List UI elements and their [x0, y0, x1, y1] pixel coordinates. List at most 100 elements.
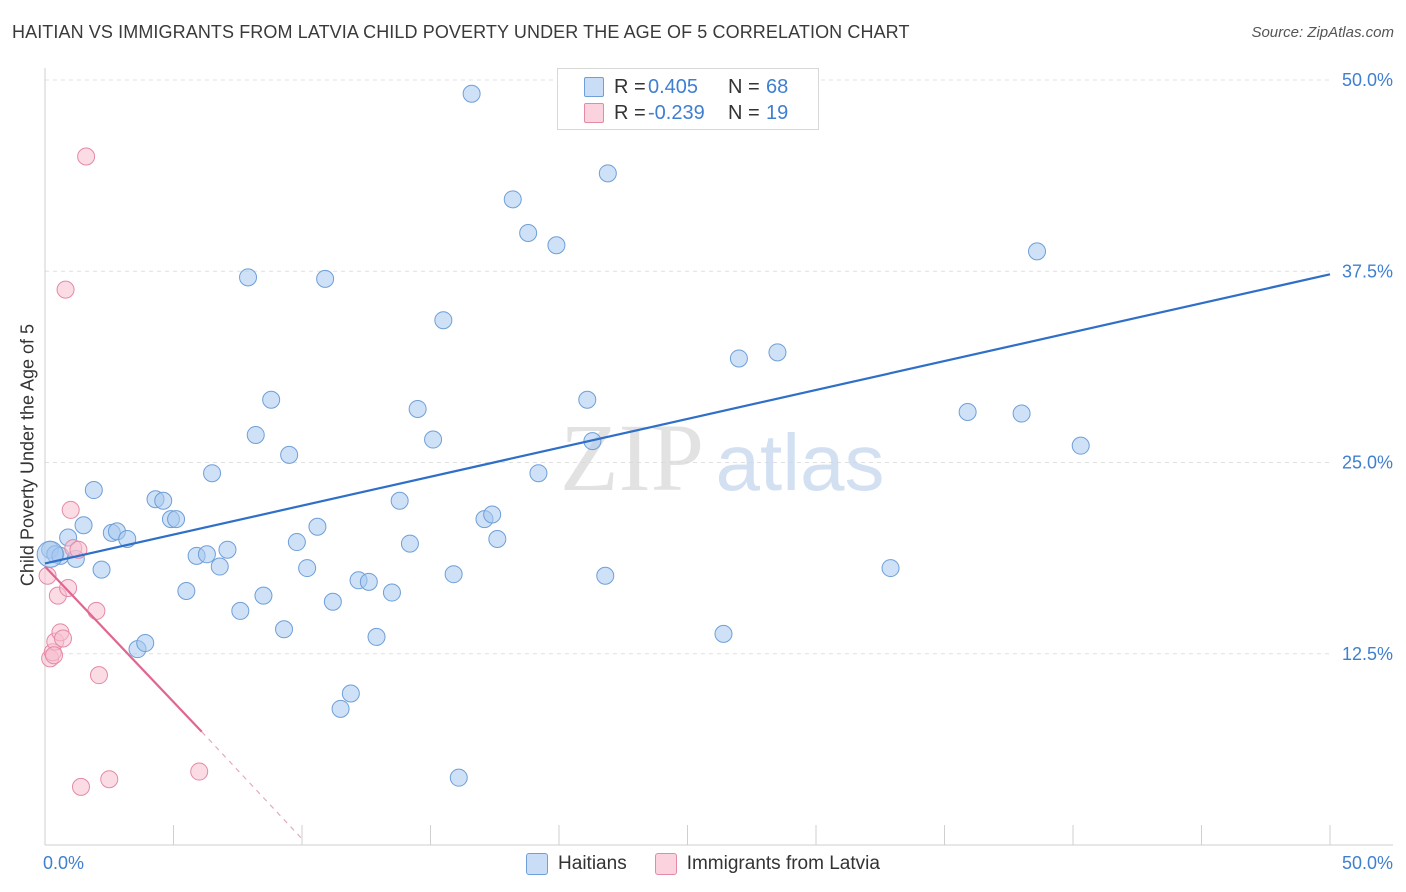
haitians-point [768, 343, 787, 362]
haitians-point [262, 390, 281, 409]
series-legend-haitians: Haitians [526, 853, 627, 875]
haitians-point [1028, 242, 1047, 261]
haitians-point [382, 583, 401, 602]
legend-r-value: 0.405 [648, 75, 699, 98]
y-tick-label: 37.5% [1342, 261, 1393, 281]
haitians-point [231, 601, 250, 620]
haitians-point [1071, 436, 1090, 455]
haitians-point [359, 572, 378, 591]
haitians-point [424, 430, 443, 449]
haitians-point [449, 768, 468, 787]
haitians-point [197, 545, 216, 564]
haitians-point [444, 565, 463, 584]
haitians-point [331, 699, 350, 718]
x-tick-label: 50.0% [1342, 853, 1393, 873]
legend-n-value: 19 [766, 101, 789, 124]
latvia-point [87, 601, 106, 620]
haitians-point [275, 620, 294, 639]
latvia-point [56, 280, 75, 299]
haitians-point [578, 390, 597, 409]
legend-r-label: R = [614, 101, 646, 124]
legend-n-label: N = [728, 75, 760, 98]
legend-swatch-latvia [584, 103, 604, 123]
correlation-legend: R = 0.405 N = 68 R = -0.239 N = 19 [557, 68, 819, 130]
haitians-point [74, 516, 93, 535]
y-tick-label: 12.5% [1342, 644, 1393, 664]
chart-title: HAITIAN VS IMMIGRANTS FROM LATVIA CHILD … [12, 22, 910, 42]
latvia-point [190, 762, 209, 781]
haitians-point [154, 491, 173, 510]
haitians-point [547, 236, 566, 255]
haitians-point [596, 566, 615, 585]
haitians-point [1012, 404, 1031, 423]
haitians-point [210, 557, 229, 576]
legend-row-latvia: R = -0.239 N = 19 [584, 101, 788, 125]
haitians-point [239, 268, 258, 287]
haitians-point [84, 481, 103, 500]
tick-labels: 12.5% 25.0% 37.5% 50.0% 0.0% 50.0% [43, 70, 1393, 873]
haitians-point [136, 634, 155, 653]
haitians-point [729, 349, 748, 368]
haitians-point [881, 559, 900, 578]
series-label-haitians: Haitians [558, 853, 627, 874]
y-tick-label: 50.0% [1342, 70, 1393, 90]
y-axis-label: Child Poverty Under the Age of 5 [17, 323, 38, 587]
haitians-point [958, 403, 977, 422]
latvia-point [100, 770, 119, 789]
legend-r-label: R = [614, 75, 646, 98]
haitians-point [246, 425, 265, 444]
haitians-point [254, 586, 273, 605]
trend-lines [44, 273, 1331, 840]
haitians-point [503, 190, 522, 209]
haitians-point [177, 582, 196, 601]
haitians-point [529, 464, 548, 483]
haitians-point [462, 84, 481, 103]
latvia-point [77, 147, 96, 166]
y-tick-label: 25.0% [1342, 453, 1393, 473]
series-legend: Haitians Immigrants from Latvia [0, 850, 1406, 878]
haitians-point [167, 510, 186, 529]
series-swatch-latvia [654, 853, 677, 875]
haitians-trend-line [44, 273, 1331, 565]
haitians-point [323, 592, 342, 611]
watermark-atlas: atlas [716, 418, 885, 507]
legend-row-haitians: R = 0.405 N = 68 [584, 75, 788, 99]
data-points [36, 84, 1090, 796]
latvia-point [71, 777, 90, 796]
haitians-point [408, 399, 427, 418]
haitians-point [390, 491, 409, 510]
haitians-point [434, 311, 453, 330]
haitians-point [341, 684, 360, 703]
legend-r-value: -0.239 [648, 101, 705, 124]
legend-swatch-haitians [584, 77, 604, 97]
haitians-point [280, 445, 299, 464]
haitians-point [488, 530, 507, 548]
haitians-point [598, 164, 617, 183]
legend-n-label: N = [728, 101, 760, 124]
haitians-point [203, 464, 222, 483]
series-label-latvia: Immigrants from Latvia [686, 853, 880, 874]
haitians-point [714, 624, 733, 643]
haitians-point [218, 540, 237, 559]
series-swatch-haitians [526, 853, 549, 875]
legend-n-value: 68 [766, 75, 789, 98]
axes [44, 68, 1393, 846]
haitians-point [287, 533, 306, 552]
latvia-point [61, 500, 80, 519]
chart-source: Source: ZipAtlas.com [1251, 24, 1394, 41]
x-tick-label: 0.0% [43, 853, 84, 873]
latvia-point [89, 666, 108, 685]
watermark-zip: ZIP [560, 404, 704, 511]
haitians-point [92, 560, 111, 579]
latvia-trend-line [44, 565, 203, 733]
latvia-point [59, 578, 78, 597]
series-legend-latvia: Immigrants from Latvia [654, 853, 880, 875]
haitians-point [483, 505, 502, 524]
haitians-point [519, 224, 538, 242]
haitians-point [367, 627, 386, 646]
latvia-trend-extension [201, 731, 303, 840]
haitians-point [316, 269, 335, 288]
watermark: ZIP atlas [560, 404, 884, 511]
latvia-point [44, 646, 63, 665]
